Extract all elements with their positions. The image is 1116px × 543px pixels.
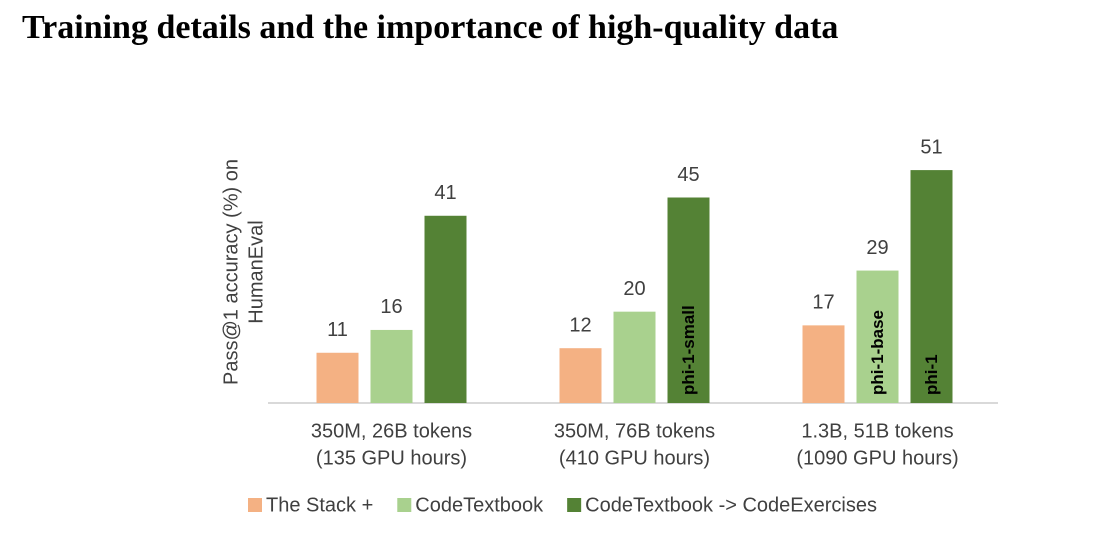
bar [316,352,359,403]
bar-annotation: phi-1-base [868,310,887,395]
bar [370,329,413,403]
value-label: 20 [623,278,645,300]
value-label: 11 [327,319,348,341]
x-tick-label: 1.3B, 51B tokens [801,420,953,442]
chart-title: Training details and the importance of h… [22,9,838,46]
value-label: 12 [569,314,591,336]
x-tick-label: 350M, 26B tokens [311,420,472,442]
bar [667,197,710,403]
value-label: 41 [434,182,456,204]
x-tick-label: (1090 GPU hours) [796,447,958,469]
legend-swatch [567,498,582,512]
value-label: 29 [866,237,888,259]
bar [856,270,899,403]
y-label-line: HumanEval [245,220,267,323]
value-label: 16 [380,296,402,318]
y-label-line: Pass@1 accuracy (%) on [220,159,242,385]
bar [424,215,467,403]
bar [559,348,602,403]
x-tick-label: (410 GPU hours) [559,447,710,469]
legend-label: CodeTextbook [415,494,544,516]
value-label: 45 [677,164,699,186]
legend-label: CodeTextbook -> CodeExercises [585,494,877,516]
legend-label: The Stack + [266,494,373,516]
bar [613,311,656,403]
value-label: 17 [812,292,834,314]
legend-swatch [397,498,412,512]
legend-swatch [248,498,262,512]
x-tick-label: (135 GPU hours) [316,447,467,469]
bar [802,325,845,403]
bar [910,170,953,403]
bar-annotation-group: phi-1-base [868,310,887,395]
bar-annotation-group: phi-1-small [679,305,698,395]
bar-annotation: phi-1 [922,354,941,395]
x-tick-label: 350M, 76B tokens [554,420,715,442]
bar-annotation: phi-1-small [679,305,698,395]
y-axis-label: Pass@1 accuracy (%) on HumanEval [220,159,267,385]
bar-annotation-group: phi-1 [922,354,941,395]
value-label: 51 [920,136,942,158]
